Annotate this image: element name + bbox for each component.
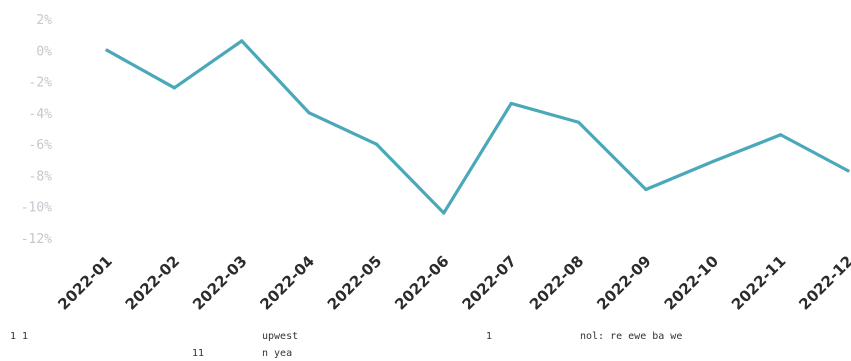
x-tick-label: 2022-05 [324,252,385,313]
x-tick-label: 2022-01 [54,252,115,313]
footnote-text: n yea [262,348,292,359]
y-tick-label: 0% [36,44,52,59]
footnotes: 1 1 11 upwest n yea 1 nol: re ewe ba we [10,331,682,359]
x-tick-label: 2022-09 [593,252,654,313]
y-axis: 2% 0% -2% -4% -6% -8% -10% -12% [21,13,52,247]
data-point [576,120,581,124]
data-point [644,187,648,192]
x-tick-label: 2022-02 [122,252,183,313]
x-tick-label: 2022-10 [661,252,722,313]
y-tick-label: -12% [21,232,52,247]
x-tick-label: 2022-11 [728,252,789,313]
footnote-text: upwest [262,331,298,342]
x-tick-label: 2022-03 [189,252,250,313]
footnote-text: 1 [486,331,492,342]
data-point [105,48,109,52]
data-point [374,142,379,146]
data-point [509,101,513,106]
footnote-text: nol: re ewe ba we [580,331,682,342]
y-tick-label: -4% [29,107,53,122]
y-tick-label: -2% [29,76,53,91]
x-axis: 2022-01 2022-02 2022-03 2022-04 2022-05 2022-… [54,252,851,313]
x-tick-label: 2022-04 [257,252,318,313]
x-tick-label: 2022-12 [795,252,851,313]
x-tick-label: 2022-08 [526,252,587,313]
data-point [846,169,850,173]
data-point [307,111,311,115]
data-point [779,133,783,137]
y-tick-label: -10% [21,201,52,216]
x-tick-label: 2022-07 [459,252,520,313]
data-point [172,86,176,90]
y-tick-label: -8% [29,169,53,184]
y-tick-label: -6% [29,138,53,153]
data-point [442,211,446,215]
data-point [240,39,244,43]
footnote-text: 1 1 [10,331,28,342]
data-point [711,159,715,163]
series-line [105,39,850,215]
footnote-text: 11 [192,348,204,359]
plot-area [105,39,850,215]
x-tick-label: 2022-06 [391,252,452,313]
y-tick-label: 2% [36,13,52,28]
